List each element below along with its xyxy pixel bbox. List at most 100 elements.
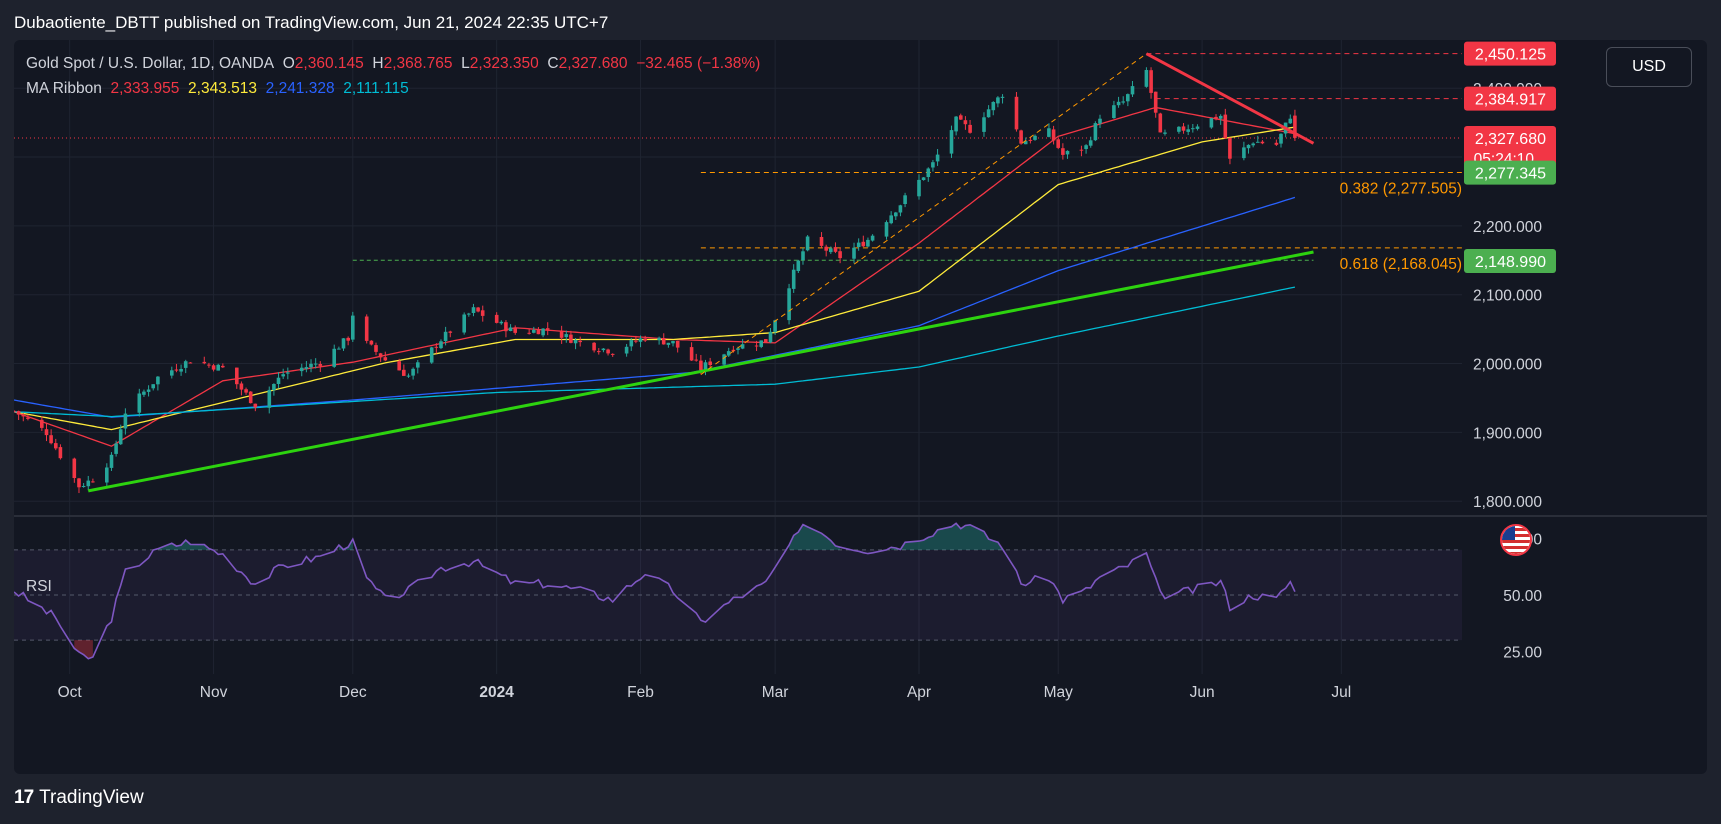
- candle-body: [1181, 126, 1186, 131]
- candle-body: [508, 327, 513, 331]
- candle-body: [77, 478, 81, 488]
- candle-body: [1079, 149, 1084, 151]
- candle-body: [1242, 147, 1246, 159]
- candle-body: [299, 367, 304, 372]
- candle-body: [221, 365, 225, 368]
- candle-body: [694, 359, 698, 361]
- candle-body: [726, 351, 731, 356]
- candle-body: [1014, 96, 1019, 130]
- candle-body: [1084, 145, 1088, 149]
- chart-panel[interactable]: 0.382 (2,277.505) 0.618 (2,168.045) 1,800.…: [14, 40, 1707, 774]
- time-axis-label: Oct: [58, 684, 83, 701]
- rsi-overbought-fill: [891, 523, 1003, 550]
- rsi-line: [14, 522, 1296, 660]
- candle-body: [471, 307, 476, 313]
- candle-body: [1246, 144, 1251, 149]
- candle-body: [903, 195, 907, 204]
- ma-ribbon-label[interactable]: MA Ribbon: [26, 80, 102, 97]
- candle-body: [304, 367, 309, 369]
- price-badge: [1464, 86, 1556, 111]
- candle-body: [114, 443, 118, 454]
- brand-footer: 17 TradingView: [14, 786, 144, 810]
- candle-body: [666, 342, 671, 345]
- candle-body: [374, 345, 378, 352]
- candle-body: [276, 377, 281, 384]
- candle-body: [239, 383, 244, 390]
- candle-body: [286, 372, 290, 374]
- rsi-axis-label: 50.00: [1503, 588, 1542, 605]
- rsi-title[interactable]: RSI: [26, 578, 52, 595]
- candle-body: [267, 389, 272, 408]
- price-badge-text: 2,148.990: [1475, 254, 1546, 271]
- time-axis-label: Jul: [1331, 684, 1351, 701]
- candle-body: [564, 334, 569, 338]
- candle-body: [1288, 118, 1293, 124]
- candle-body: [91, 481, 95, 483]
- candle-body: [1153, 91, 1158, 113]
- candle-body: [1061, 148, 1065, 155]
- candle-body: [248, 391, 253, 404]
- publisher-line: Dubaotiente_DBTT published on TradingVie…: [14, 13, 609, 32]
- candle-body: [597, 351, 601, 353]
- candle-body: [559, 331, 564, 338]
- candle-body: [986, 109, 991, 118]
- candle-body: [1047, 128, 1051, 137]
- candle-body: [58, 447, 63, 459]
- us-flag-icon[interactable]: [1500, 524, 1532, 556]
- candle-body: [49, 435, 53, 444]
- rsi-oversold-fill: [74, 640, 93, 659]
- ma1-value: 2,333.955: [110, 80, 180, 97]
- time-axis-label: Apr: [907, 684, 931, 701]
- candle-body: [1223, 114, 1228, 139]
- candle-body: [504, 322, 508, 332]
- time-axis-label: Jun: [1190, 684, 1215, 701]
- ma-line-1: [14, 106, 1296, 447]
- candle-body: [917, 179, 921, 197]
- symbol-title[interactable]: Gold Spot / U.S. Dollar, 1D, OANDA: [26, 55, 275, 72]
- candle-body: [364, 316, 369, 341]
- candle-body: [1186, 129, 1190, 132]
- candle-body: [1126, 94, 1130, 102]
- candle-body: [499, 321, 504, 324]
- candle-body: [81, 486, 86, 487]
- candle-body: [898, 205, 903, 213]
- candle-body: [369, 340, 374, 345]
- candle-body: [736, 348, 740, 350]
- fib-label: 0.618 (2,168.045): [1340, 256, 1462, 273]
- candle-body: [1130, 86, 1135, 95]
- candle-body: [72, 458, 77, 478]
- candle-body: [272, 384, 276, 391]
- rsi-overbought-fill: [789, 524, 841, 550]
- candle-body: [467, 313, 471, 315]
- candle-body: [309, 363, 313, 368]
- candle-body: [1065, 150, 1070, 155]
- candle-body: [861, 241, 866, 247]
- candle-body: [894, 212, 898, 217]
- candle-body: [513, 328, 517, 333]
- trendline-fib-swing: [700, 53, 1147, 375]
- candle-body: [754, 345, 759, 347]
- candle-body: [1019, 130, 1023, 144]
- candle-body: [170, 370, 174, 376]
- candle-body: [411, 368, 415, 376]
- candle-body: [1251, 143, 1255, 146]
- candle-body: [109, 454, 114, 468]
- candle-body: [541, 328, 545, 336]
- candle-body: [281, 374, 285, 377]
- candle-body: [179, 369, 183, 372]
- time-axis-label: Feb: [627, 684, 654, 701]
- candle-body: [592, 342, 596, 351]
- rsi-overbought-fill: [157, 540, 209, 550]
- candle-body: [313, 363, 318, 365]
- candle-body: [332, 348, 336, 367]
- candle-body: [1191, 128, 1195, 130]
- open-value: 2,360.145: [294, 55, 364, 72]
- candle-body: [1158, 113, 1163, 133]
- price-chart[interactable]: 0.382 (2,277.505) 0.618 (2,168.045) 1,800.…: [14, 40, 1707, 774]
- candle-body: [926, 168, 931, 177]
- candle-body: [996, 97, 1000, 104]
- currency-button[interactable]: USD: [1606, 47, 1692, 87]
- candle-body: [1056, 139, 1060, 148]
- candle-body: [480, 310, 485, 316]
- price-badge: [1464, 160, 1556, 185]
